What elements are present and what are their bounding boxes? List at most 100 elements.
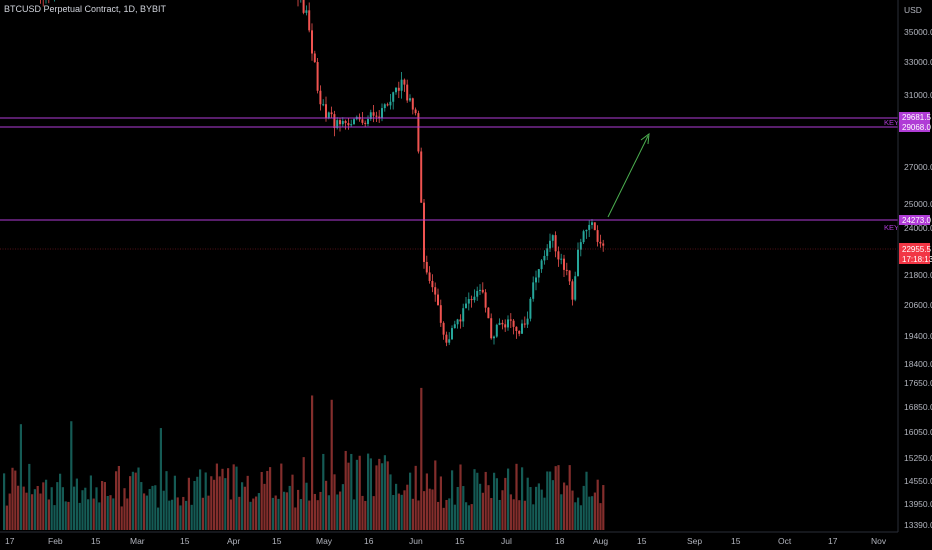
time-axis[interactable]: 17 Feb 15 Mar 15 Apr 15 May 16 Jun 15 Ju…: [0, 531, 932, 550]
volume-bar: [392, 495, 395, 530]
volume-bar: [95, 487, 98, 530]
volume-bar: [120, 506, 123, 530]
price-axis[interactable]: USD 35000.0 33000.0 31000.0 27000.0 2500…: [897, 0, 932, 550]
level-tag-3-text: 24273.0: [902, 216, 931, 225]
candle-body: [512, 320, 515, 327]
volume-bar: [81, 490, 84, 530]
volume-bar: [439, 476, 442, 530]
volume-bar: [339, 491, 342, 530]
volume-bar: [515, 463, 518, 530]
volume-bar: [557, 465, 560, 530]
volume-bar: [400, 494, 403, 530]
candle-body: [330, 112, 333, 115]
volume-bar: [269, 467, 272, 530]
volume-bar: [375, 465, 378, 530]
volume-bar: [182, 496, 185, 530]
volume-bar: [333, 474, 336, 530]
volume-bar: [448, 498, 451, 530]
y-tick: 18400.0: [904, 359, 932, 369]
candle-body: [437, 294, 439, 306]
volume-bar: [361, 495, 364, 530]
volume-bar: [19, 424, 22, 530]
volume-bar: [579, 505, 582, 530]
volume-bar: [109, 495, 112, 530]
volume-bar: [311, 395, 314, 530]
candle-body: [515, 326, 518, 331]
y-tick: 20600.0: [904, 300, 932, 310]
volume-bar: [582, 485, 585, 530]
candle-body: [339, 120, 341, 125]
candle-body: [490, 318, 493, 339]
volume-bar: [431, 489, 434, 530]
volume-bar: [59, 473, 62, 530]
volume-bar: [568, 465, 571, 530]
candle-body: [333, 114, 336, 129]
candle-body: [414, 109, 417, 114]
volume-bar: [285, 492, 288, 530]
volume-bar: [585, 471, 588, 530]
volume-bar: [84, 487, 87, 530]
last-price-text: 22955.5: [902, 245, 931, 254]
candle-body: [467, 299, 470, 304]
volume-bar: [129, 476, 132, 530]
volume-bar: [571, 490, 574, 530]
volume-bar: [271, 497, 274, 530]
volume-bar: [5, 505, 8, 530]
volume-bar: [434, 460, 437, 530]
volume-bar: [159, 428, 162, 530]
volume-bar: [417, 500, 420, 530]
volume-bar: [504, 477, 507, 530]
candle-body: [523, 323, 526, 325]
volume-bar: [386, 461, 389, 530]
volume-bar: [470, 504, 473, 530]
candle-body: [369, 112, 372, 119]
volume-bar: [406, 484, 409, 530]
candle-body: [591, 222, 593, 225]
volume-bar: [299, 499, 302, 530]
projection-arrow[interactable]: [607, 135, 649, 218]
volume-bar: [344, 450, 347, 530]
volume-bar: [336, 494, 339, 530]
y-tick: 27000.0: [904, 162, 932, 172]
y-tick: 25000.0: [904, 199, 932, 209]
volume-bar: [367, 453, 370, 530]
volume-bar: [602, 485, 605, 530]
candle-body: [565, 269, 568, 271]
volume-bar: [137, 467, 140, 530]
volume-bar: [8, 493, 11, 530]
candle-body: [322, 104, 325, 106]
volume-bar: [322, 453, 325, 530]
candle-body: [347, 123, 350, 126]
x-tick: Sep: [687, 536, 702, 546]
volume-bar: [266, 470, 269, 530]
countdown-text: 17:18:13: [902, 255, 932, 264]
candle-body: [453, 324, 456, 329]
volume-bar: [92, 498, 95, 530]
volume-bar: [179, 505, 182, 530]
volume-bar: [378, 458, 381, 530]
candle-body: [585, 229, 588, 232]
y-tick: 13390.0: [904, 520, 932, 530]
volume-bar: [389, 474, 392, 530]
candle-body: [470, 299, 473, 301]
key-label-3: KEY: [884, 223, 899, 232]
volume-bar: [67, 501, 70, 530]
volume-bar: [39, 493, 42, 530]
volume-bar: [451, 470, 454, 530]
volume-bar: [151, 485, 154, 530]
volume-bar: [599, 503, 602, 530]
volume-bar: [246, 475, 249, 530]
volume-bar: [302, 457, 305, 530]
volume-bar: [540, 489, 543, 530]
volume-bar: [255, 496, 258, 530]
volume-bar: [353, 499, 356, 530]
volume-bar: [420, 387, 423, 530]
volume-bar: [535, 486, 538, 530]
symbol-title[interactable]: BTCUSD Perpetual Contract, 1D, BYBIT: [4, 4, 167, 14]
volume-bar: [243, 486, 246, 530]
candle-body: [484, 292, 487, 308]
x-tick: May: [316, 536, 333, 546]
volume-bar: [221, 468, 224, 530]
volume-bar: [381, 463, 384, 530]
